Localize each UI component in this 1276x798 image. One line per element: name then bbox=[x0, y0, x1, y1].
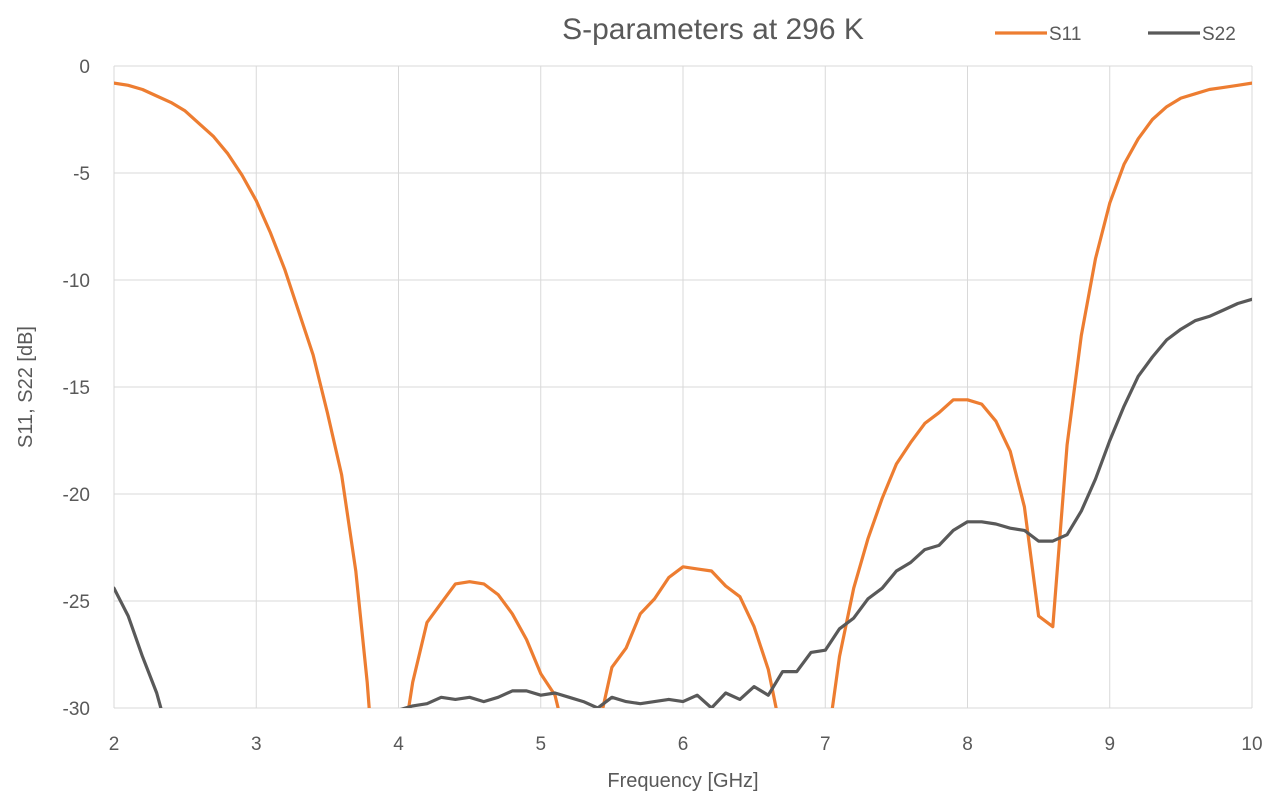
chart-title: S-parameters at 296 K bbox=[562, 13, 864, 46]
x-tick-label: 7 bbox=[820, 734, 831, 755]
y-tick-label: -20 bbox=[63, 485, 90, 506]
legend-label-s11: S11 bbox=[1049, 24, 1081, 45]
y-tick-labels: 0 -5 -10 -15 -20 -25 -30 bbox=[63, 57, 90, 720]
x-tick-label: 9 bbox=[1104, 734, 1115, 755]
legend-label-s22: S22 bbox=[1202, 24, 1236, 45]
x-tick-label: 6 bbox=[678, 734, 689, 755]
x-tick-labels: 2 3 4 5 6 7 8 9 10 bbox=[109, 734, 1263, 755]
y-tick-label: -30 bbox=[63, 699, 90, 720]
x-tick-label: 4 bbox=[393, 734, 404, 755]
series-line-s11 bbox=[114, 81, 1252, 708]
x-tick-label: 10 bbox=[1241, 734, 1262, 755]
series-layer bbox=[114, 81, 1252, 708]
y-tick-label: -10 bbox=[63, 271, 90, 292]
series-line-s22 bbox=[114, 297, 1252, 708]
y-tick-label: -5 bbox=[73, 164, 90, 185]
x-tick-label: 3 bbox=[251, 734, 262, 755]
grid-lines bbox=[113, 65, 1253, 709]
x-tick-label: 2 bbox=[109, 734, 120, 755]
x-tick-label: 8 bbox=[962, 734, 973, 755]
x-tick-label: 5 bbox=[535, 734, 546, 755]
y-axis-label: S11, S22 [dB] bbox=[15, 326, 37, 448]
y-tick-label: 0 bbox=[79, 57, 90, 78]
y-tick-label: -25 bbox=[63, 592, 90, 613]
y-tick-label: -15 bbox=[63, 378, 90, 399]
x-axis-label: Frequency [GHz] bbox=[607, 770, 758, 792]
legend: S11 S22 bbox=[995, 24, 1236, 45]
